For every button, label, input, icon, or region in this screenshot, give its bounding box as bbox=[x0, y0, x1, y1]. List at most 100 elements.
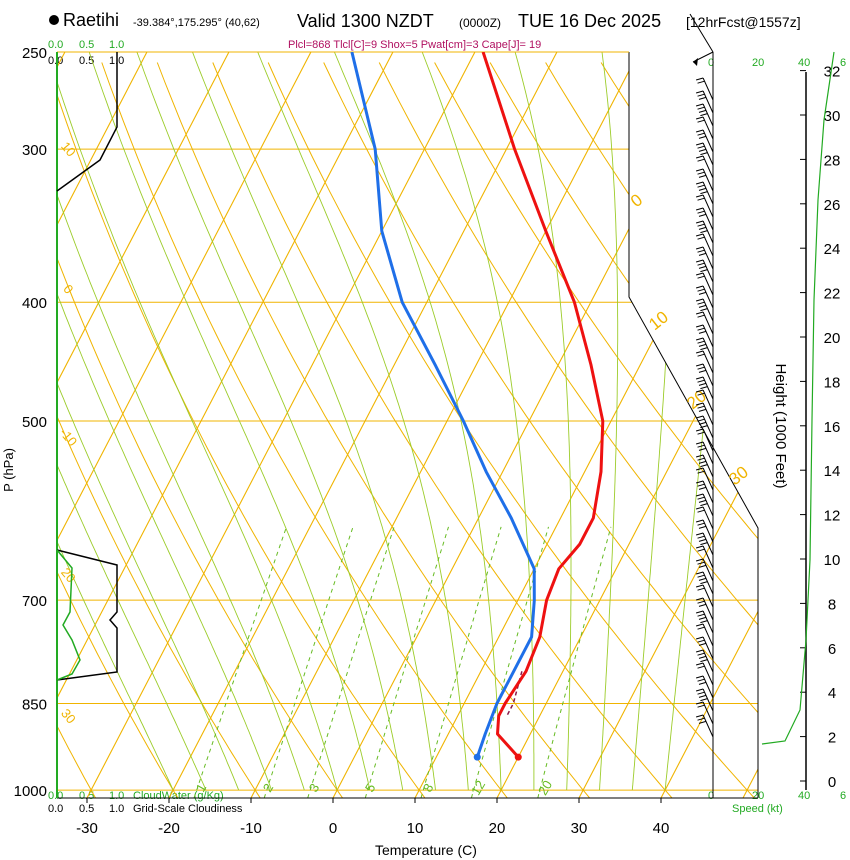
wind-barb-flag bbox=[697, 418, 705, 422]
wind-barb-flag bbox=[697, 587, 705, 591]
station-coords: -39.384°,175.295° (40,62) bbox=[133, 17, 260, 29]
wind-barb-flag bbox=[697, 132, 705, 136]
cloudiness-lower-line bbox=[56, 549, 118, 681]
dry-adiabat-label: 30 bbox=[58, 706, 79, 727]
wind-barb-flag bbox=[695, 584, 704, 588]
pressure-tick-label: 500 bbox=[22, 414, 47, 431]
wind-barb bbox=[702, 428, 714, 452]
mixing-ratio-label: 5 bbox=[362, 781, 379, 795]
dry-adiabat-line bbox=[267, 62, 755, 798]
wind-barb bbox=[702, 415, 714, 439]
height-tick-label: 12 bbox=[824, 508, 841, 525]
wind-barb-flag bbox=[695, 155, 704, 159]
wind-barb bbox=[702, 610, 714, 634]
wind-barb bbox=[702, 558, 714, 582]
wind-barb bbox=[702, 246, 714, 270]
surface-dewpoint-point bbox=[473, 753, 481, 761]
dry-adiabat-line bbox=[57, 62, 261, 798]
wind-barb-flag bbox=[695, 402, 704, 406]
wind-barb-flag bbox=[698, 96, 707, 100]
mixing-ratio-label: 12 bbox=[468, 778, 488, 798]
wind-barb-flag bbox=[698, 564, 707, 568]
wind-barb-flag bbox=[698, 603, 707, 607]
wind-barb bbox=[702, 77, 714, 101]
wind-barb-flag bbox=[697, 691, 705, 695]
wind-barb-flag bbox=[698, 213, 707, 217]
height-tick-label: 2 bbox=[828, 730, 836, 747]
wind-barb-flag bbox=[700, 269, 708, 273]
height-tick-label: 10 bbox=[824, 552, 841, 569]
moist-adiabat-line bbox=[514, 52, 572, 791]
wind-barb-flag bbox=[698, 252, 707, 256]
height-tick-label: 14 bbox=[824, 463, 841, 480]
wind-barb-flag bbox=[695, 285, 704, 289]
wind-barb-flag bbox=[698, 148, 707, 152]
wind-top-0: 0 bbox=[708, 57, 714, 69]
wind-barb-flag bbox=[698, 304, 707, 308]
wind-barb-flag bbox=[697, 405, 705, 409]
isotherm-line bbox=[86, 52, 476, 798]
height-axis-title: Height (1000 Feet) bbox=[772, 363, 789, 488]
wind-barb-flag bbox=[698, 109, 707, 113]
moist-adiabat-line bbox=[257, 52, 469, 791]
wind-barb-flag bbox=[698, 655, 707, 659]
wind-barb-flag bbox=[697, 483, 705, 487]
wind-barb-flag bbox=[698, 421, 707, 425]
isotherm-line bbox=[250, 52, 640, 798]
wind-barb-flag bbox=[697, 171, 705, 175]
wind-barb bbox=[702, 597, 714, 621]
mixing-ratio-line bbox=[420, 526, 502, 798]
moist-adiabat-line bbox=[57, 52, 338, 791]
wind-barb-flag bbox=[695, 649, 704, 653]
wind-bottom-6: 6 bbox=[840, 790, 846, 802]
wind-barb bbox=[702, 324, 714, 348]
wind-barb bbox=[702, 363, 714, 387]
wind-barb bbox=[702, 181, 714, 205]
wind-barb-flag bbox=[695, 233, 704, 237]
height-tick-label: 18 bbox=[824, 374, 841, 391]
wind-barb bbox=[702, 701, 714, 725]
wind-barb-flag bbox=[698, 616, 707, 620]
isotherm-label: 10 bbox=[645, 307, 672, 334]
mixing-ratio-line bbox=[307, 526, 395, 798]
wind-barb-flag bbox=[695, 324, 704, 328]
wind-barb-flag bbox=[695, 194, 704, 198]
wind-barb-flag bbox=[695, 311, 704, 315]
isotherm-line bbox=[168, 52, 558, 798]
stats-line: Plcl=868 Tlcl[C]=9 Shox=5 Pwat[cm]=3 Cap… bbox=[288, 39, 541, 51]
dry-adiabat-line bbox=[600, 62, 758, 798]
wind-barb-flag bbox=[700, 620, 708, 624]
wind-barb-flag bbox=[695, 272, 704, 276]
isotherm-line bbox=[660, 52, 758, 798]
wind-barb-flag bbox=[695, 220, 704, 224]
wind-barb bbox=[702, 506, 714, 530]
wind-barb-flag bbox=[695, 428, 704, 432]
wind-barb-flag bbox=[698, 408, 707, 412]
wind-barb-top-line bbox=[689, 13, 714, 53]
series-group bbox=[350, 52, 605, 759]
wind-barb-flag bbox=[698, 642, 707, 646]
wind-barb-flag bbox=[695, 181, 704, 185]
wind-barb bbox=[702, 649, 714, 673]
wind-barb-flag bbox=[697, 561, 705, 565]
wind-barb-flag bbox=[698, 187, 707, 191]
wind-barb-flag bbox=[697, 223, 705, 227]
mixing-ratio-label: 2 bbox=[260, 781, 277, 795]
wind-top-40: 40 bbox=[798, 57, 810, 69]
wind-barb-flag bbox=[695, 454, 704, 458]
cloudwater-label: CloudWater (g/Kg) bbox=[133, 790, 224, 802]
wind-barb-flag bbox=[695, 610, 704, 614]
height-tick-label: 8 bbox=[828, 596, 836, 613]
utc-time: (0000Z) bbox=[459, 16, 501, 30]
mixing-ratio-line bbox=[193, 526, 287, 798]
wind-barb-flag bbox=[697, 236, 705, 240]
wind-barb-flag bbox=[698, 382, 707, 386]
wind-barb-flag bbox=[697, 275, 705, 279]
wind-barb-flag bbox=[697, 665, 705, 669]
wind-barb bbox=[702, 142, 714, 166]
isotherm-label: 30 bbox=[725, 462, 752, 489]
wind-barb-flag bbox=[697, 80, 705, 84]
temperature-tick-label: 0 bbox=[329, 820, 337, 837]
